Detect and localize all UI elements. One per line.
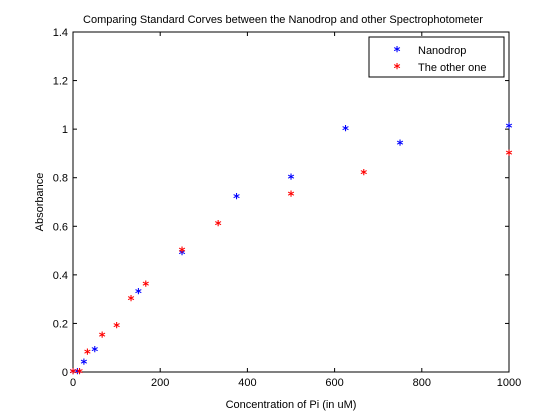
series-2: * *********** bbox=[70, 148, 513, 382]
y-tick-label: 1 bbox=[62, 124, 68, 136]
x-tick-label: 400 bbox=[238, 377, 256, 389]
data-point: * bbox=[142, 280, 149, 295]
x-tick-label: 800 bbox=[413, 377, 431, 389]
data-point: * bbox=[506, 148, 513, 163]
chart-title: Comparing Standard Corves between the Na… bbox=[83, 14, 483, 26]
y-axis: 0 0.2 0.4 0.6 0.8 1 1.2 1.4 bbox=[53, 27, 509, 379]
data-point: * bbox=[288, 190, 295, 205]
x-tick-label: 1000 bbox=[497, 377, 521, 389]
x-tick-label: 0 bbox=[70, 377, 76, 389]
x-axis-label: Concentration of Pi (in uM) bbox=[226, 399, 357, 411]
data-point: * bbox=[233, 192, 240, 207]
data-point: * bbox=[76, 367, 83, 382]
data-point: * bbox=[70, 367, 77, 382]
series-1: *********** bbox=[70, 122, 513, 382]
x-tick-label: 600 bbox=[325, 377, 343, 389]
data-point: * bbox=[84, 348, 91, 363]
y-tick-label: 0.8 bbox=[53, 173, 68, 185]
data-point: * bbox=[360, 168, 367, 183]
data-point: * bbox=[342, 124, 349, 139]
data-point: * bbox=[397, 139, 404, 154]
data-point: * bbox=[91, 345, 98, 360]
legend-entry: The other one bbox=[418, 62, 487, 74]
plot-area bbox=[72, 31, 510, 373]
legend-marker: * bbox=[394, 45, 401, 60]
data-point: * bbox=[128, 294, 135, 309]
legend-marker: * bbox=[394, 62, 401, 77]
legend-box bbox=[368, 36, 505, 78]
data-point: * bbox=[135, 287, 142, 302]
y-tick-label: 1.2 bbox=[53, 76, 68, 88]
y-tick-label: 0.4 bbox=[53, 270, 68, 282]
x-axis: 0 200 400 600 800 1000 bbox=[70, 32, 521, 389]
legend-entry: Nanodrop bbox=[418, 45, 466, 57]
data-point: * bbox=[215, 219, 222, 234]
data-point: * bbox=[70, 367, 77, 382]
data-point: * bbox=[113, 321, 120, 336]
x-tick-label: 200 bbox=[151, 377, 169, 389]
data-point: * bbox=[74, 367, 81, 382]
data-point: * bbox=[179, 248, 186, 263]
data-points: ************ *********** bbox=[70, 122, 513, 382]
data-point: * bbox=[506, 122, 513, 137]
y-tick-label: 0.2 bbox=[53, 318, 68, 330]
y-tick-label: 0 bbox=[62, 367, 68, 379]
data-point: * bbox=[179, 246, 186, 261]
data-point: * bbox=[99, 331, 106, 346]
y-tick-label: 1.4 bbox=[53, 27, 68, 39]
y-axis-label: Absorbance bbox=[34, 173, 46, 232]
y-tick-label: 0.6 bbox=[53, 221, 68, 233]
data-point: * bbox=[80, 357, 87, 372]
legend: * Nanodrop * The other one bbox=[368, 36, 505, 78]
data-point: * bbox=[288, 173, 295, 188]
